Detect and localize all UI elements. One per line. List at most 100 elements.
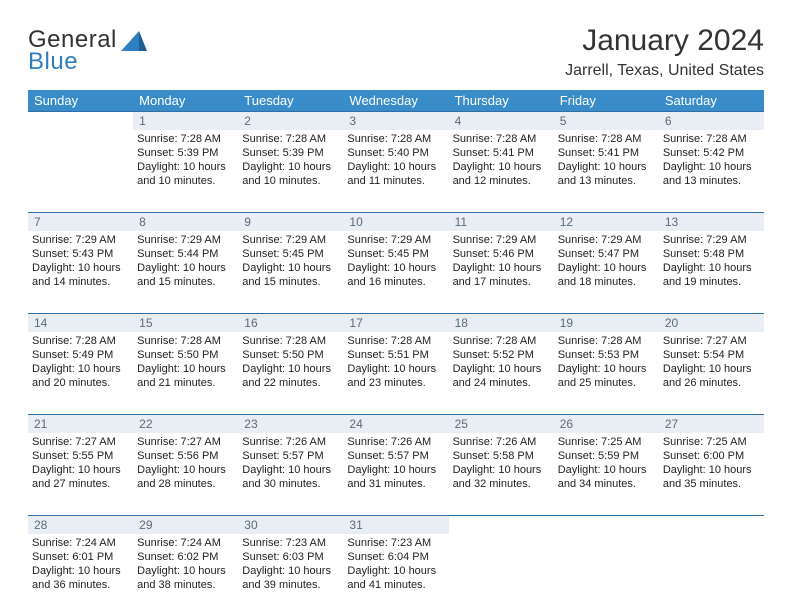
daylight-text: Daylight: 10 hours and 13 minutes.	[663, 160, 760, 188]
day-cell: Sunrise: 7:26 AMSunset: 5:57 PMDaylight:…	[343, 433, 448, 516]
sunset-text: Sunset: 5:50 PM	[137, 348, 234, 362]
daynum-cell	[554, 516, 659, 535]
sunset-text: Sunset: 5:44 PM	[137, 247, 234, 261]
day-number: 8	[133, 213, 238, 231]
sunrise-text: Sunrise: 7:29 AM	[137, 233, 234, 247]
daynum-cell: 8	[133, 213, 238, 232]
daylight-text: Daylight: 10 hours and 23 minutes.	[347, 362, 444, 390]
day-info: Sunrise: 7:28 AMSunset: 5:52 PMDaylight:…	[449, 332, 554, 390]
day-cell: Sunrise: 7:29 AMSunset: 5:46 PMDaylight:…	[449, 231, 554, 314]
daynum-cell: 22	[133, 415, 238, 434]
sunset-text: Sunset: 5:43 PM	[32, 247, 129, 261]
sunset-text: Sunset: 5:56 PM	[137, 449, 234, 463]
daycell: Sunrise: 7:23 AMSunset: 6:03 PMDaylight:…	[238, 534, 343, 616]
day-number: 15	[133, 314, 238, 332]
day-info: Sunrise: 7:26 AMSunset: 5:57 PMDaylight:…	[343, 433, 448, 491]
daynum-row: 123456	[28, 112, 764, 131]
sunrise-text: Sunrise: 7:29 AM	[663, 233, 760, 247]
daycell: Sunrise: 7:28 AMSunset: 5:41 PMDaylight:…	[554, 130, 659, 212]
day-cell: Sunrise: 7:28 AMSunset: 5:50 PMDaylight:…	[238, 332, 343, 415]
sunset-text: Sunset: 5:49 PM	[32, 348, 129, 362]
info-row: Sunrise: 7:27 AMSunset: 5:55 PMDaylight:…	[28, 433, 764, 516]
sunset-text: Sunset: 6:04 PM	[347, 550, 444, 564]
daynum-row: 21222324252627	[28, 415, 764, 434]
day-cell: Sunrise: 7:25 AMSunset: 6:00 PMDaylight:…	[659, 433, 764, 516]
daynum-cell: 2	[238, 112, 343, 131]
location: Jarrell, Texas, United States	[565, 62, 764, 80]
day-cell: Sunrise: 7:23 AMSunset: 6:04 PMDaylight:…	[343, 534, 448, 616]
day-info: Sunrise: 7:28 AMSunset: 5:40 PMDaylight:…	[343, 130, 448, 188]
daynum-cell: 5	[554, 112, 659, 131]
day-cell: Sunrise: 7:27 AMSunset: 5:54 PMDaylight:…	[659, 332, 764, 415]
daycell: Sunrise: 7:25 AMSunset: 6:00 PMDaylight:…	[659, 433, 764, 515]
sunrise-text: Sunrise: 7:28 AM	[453, 132, 550, 146]
weekday-header: Wednesday	[343, 90, 448, 112]
daycell: Sunrise: 7:27 AMSunset: 5:56 PMDaylight:…	[133, 433, 238, 515]
day-info: Sunrise: 7:29 AMSunset: 5:45 PMDaylight:…	[238, 231, 343, 289]
sunset-text: Sunset: 5:45 PM	[347, 247, 444, 261]
sunrise-text: Sunrise: 7:28 AM	[347, 334, 444, 348]
daynum-row: 14151617181920	[28, 314, 764, 333]
day-cell	[554, 534, 659, 616]
daycell: Sunrise: 7:29 AMSunset: 5:44 PMDaylight:…	[133, 231, 238, 313]
sunrise-text: Sunrise: 7:28 AM	[558, 132, 655, 146]
daynum-cell: 16	[238, 314, 343, 333]
day-cell	[28, 130, 133, 213]
sunrise-text: Sunrise: 7:26 AM	[242, 435, 339, 449]
day-cell: Sunrise: 7:26 AMSunset: 5:57 PMDaylight:…	[238, 433, 343, 516]
daynum-cell: 27	[659, 415, 764, 434]
day-info: Sunrise: 7:26 AMSunset: 5:57 PMDaylight:…	[238, 433, 343, 491]
day-number: 3	[343, 112, 448, 130]
day-number	[554, 516, 659, 534]
daylight-text: Daylight: 10 hours and 28 minutes.	[137, 463, 234, 491]
daycell: Sunrise: 7:28 AMSunset: 5:50 PMDaylight:…	[133, 332, 238, 414]
daynum-cell	[449, 516, 554, 535]
day-cell	[449, 534, 554, 616]
day-info: Sunrise: 7:29 AMSunset: 5:45 PMDaylight:…	[343, 231, 448, 289]
day-info: Sunrise: 7:28 AMSunset: 5:50 PMDaylight:…	[133, 332, 238, 390]
day-info: Sunrise: 7:28 AMSunset: 5:39 PMDaylight:…	[238, 130, 343, 188]
weekday-header: Thursday	[449, 90, 554, 112]
daylight-text: Daylight: 10 hours and 39 minutes.	[242, 564, 339, 592]
daynum-cell: 13	[659, 213, 764, 232]
calendar-page: General Blue January 2024 Jarrell, Texas…	[0, 0, 792, 612]
day-number: 19	[554, 314, 659, 332]
sunset-text: Sunset: 5:59 PM	[558, 449, 655, 463]
day-cell: Sunrise: 7:24 AMSunset: 6:02 PMDaylight:…	[133, 534, 238, 616]
daycell: Sunrise: 7:28 AMSunset: 5:42 PMDaylight:…	[659, 130, 764, 212]
day-number: 20	[659, 314, 764, 332]
day-number: 26	[554, 415, 659, 433]
day-info: Sunrise: 7:28 AMSunset: 5:41 PMDaylight:…	[449, 130, 554, 188]
daycell: Sunrise: 7:27 AMSunset: 5:54 PMDaylight:…	[659, 332, 764, 414]
daynum-cell: 21	[28, 415, 133, 434]
sunset-text: Sunset: 6:02 PM	[137, 550, 234, 564]
daycell: Sunrise: 7:29 AMSunset: 5:43 PMDaylight:…	[28, 231, 133, 313]
sunrise-text: Sunrise: 7:28 AM	[242, 132, 339, 146]
sunrise-text: Sunrise: 7:24 AM	[137, 536, 234, 550]
daycell: Sunrise: 7:28 AMSunset: 5:51 PMDaylight:…	[343, 332, 448, 414]
daycell	[449, 534, 554, 616]
sunrise-text: Sunrise: 7:23 AM	[242, 536, 339, 550]
sunrise-text: Sunrise: 7:26 AM	[453, 435, 550, 449]
day-number	[659, 516, 764, 534]
daycell	[659, 534, 764, 616]
info-row: Sunrise: 7:28 AMSunset: 5:49 PMDaylight:…	[28, 332, 764, 415]
daycell: Sunrise: 7:28 AMSunset: 5:53 PMDaylight:…	[554, 332, 659, 414]
sunset-text: Sunset: 5:52 PM	[453, 348, 550, 362]
daynum-row: 78910111213	[28, 213, 764, 232]
daynum-cell: 18	[449, 314, 554, 333]
day-number: 17	[343, 314, 448, 332]
daycell: Sunrise: 7:26 AMSunset: 5:58 PMDaylight:…	[449, 433, 554, 515]
info-row: Sunrise: 7:28 AMSunset: 5:39 PMDaylight:…	[28, 130, 764, 213]
day-cell: Sunrise: 7:29 AMSunset: 5:48 PMDaylight:…	[659, 231, 764, 314]
daycell: Sunrise: 7:29 AMSunset: 5:45 PMDaylight:…	[343, 231, 448, 313]
daylight-text: Daylight: 10 hours and 20 minutes.	[32, 362, 129, 390]
day-cell: Sunrise: 7:29 AMSunset: 5:44 PMDaylight:…	[133, 231, 238, 314]
day-info: Sunrise: 7:27 AMSunset: 5:54 PMDaylight:…	[659, 332, 764, 390]
daycell: Sunrise: 7:24 AMSunset: 6:02 PMDaylight:…	[133, 534, 238, 616]
daylight-text: Daylight: 10 hours and 35 minutes.	[663, 463, 760, 491]
daylight-text: Daylight: 10 hours and 27 minutes.	[32, 463, 129, 491]
daynum-cell	[659, 516, 764, 535]
sail-icon	[121, 29, 147, 53]
day-cell: Sunrise: 7:28 AMSunset: 5:41 PMDaylight:…	[554, 130, 659, 213]
